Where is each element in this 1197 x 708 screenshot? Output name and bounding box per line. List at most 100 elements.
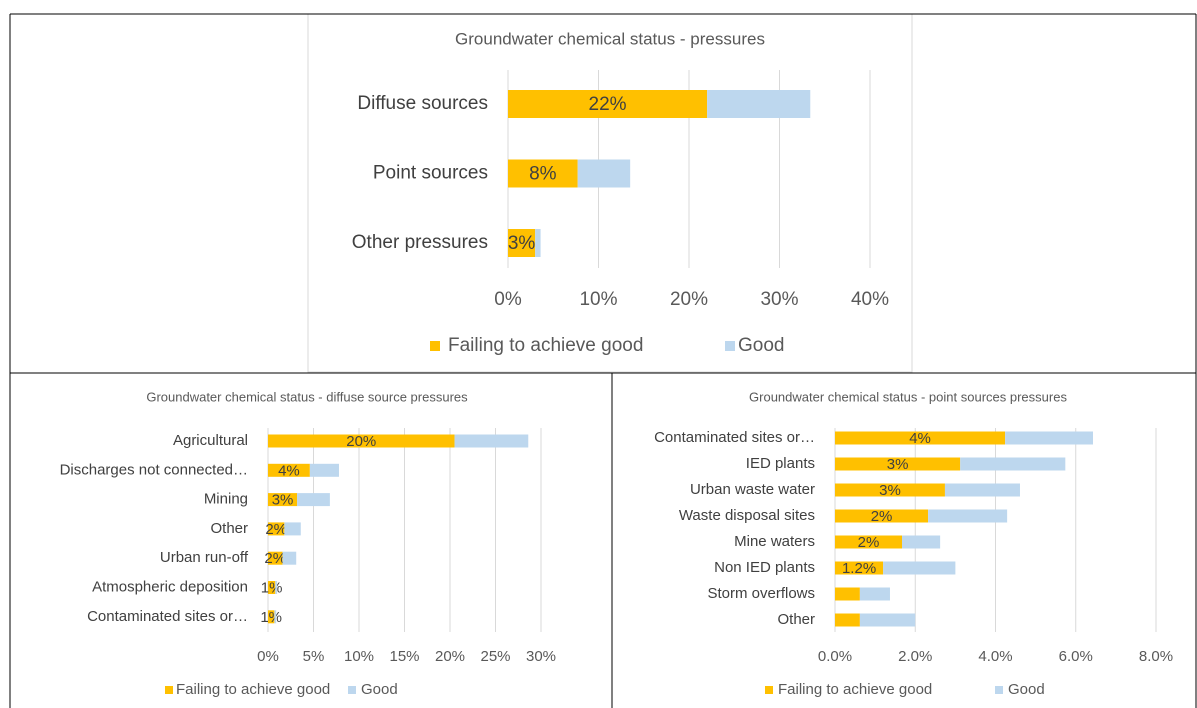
bar-segment <box>577 159 631 188</box>
x-tick-label: 40% <box>851 289 889 310</box>
bar-segment <box>859 613 916 627</box>
bar-segment <box>707 90 811 118</box>
data-label: 2% <box>871 508 893 525</box>
bar-segment <box>297 493 330 507</box>
y-tick-label: Non IED plants <box>714 559 815 576</box>
y-tick-label: Other <box>777 611 815 628</box>
bar-segment <box>274 610 277 624</box>
legend-swatch <box>995 686 1003 694</box>
bar-segment <box>268 463 310 477</box>
bar-segment <box>859 587 890 601</box>
bar-segment <box>944 483 1020 497</box>
x-tick-label: 8.0% <box>1139 648 1173 665</box>
bar-segment <box>535 229 541 257</box>
chart-title: Groundwater chemical status - diffuse so… <box>146 389 468 404</box>
bar-segment <box>928 509 1008 523</box>
chart-title: Groundwater chemical status - point sour… <box>749 389 1067 404</box>
x-tick-label: 0% <box>494 289 522 310</box>
x-tick-label: 0% <box>257 648 279 665</box>
x-tick-label: 10% <box>344 648 374 665</box>
legend-swatch <box>725 341 735 351</box>
bar-segment <box>275 581 278 594</box>
bar-segment <box>309 463 339 477</box>
bar-segment <box>268 493 298 507</box>
y-tick-label: IED plants <box>746 455 815 472</box>
y-tick-label: Point sources <box>373 163 488 184</box>
y-tick-label: Storm overflows <box>707 585 815 602</box>
legend-swatch <box>430 341 440 351</box>
x-tick-label: 10% <box>579 289 617 310</box>
bar-segment <box>508 229 536 257</box>
x-tick-label: 20% <box>670 289 708 310</box>
data-label: 2% <box>264 550 286 567</box>
data-label: 1% <box>261 579 283 596</box>
y-tick-label: Atmospheric deposition <box>92 578 248 595</box>
x-tick-label: 2.0% <box>898 648 932 665</box>
data-label: 8% <box>529 164 557 185</box>
legend-swatch <box>165 686 173 694</box>
data-label: 1.2% <box>842 560 876 577</box>
y-tick-label: Agricultural <box>173 432 248 449</box>
data-label: 3% <box>887 456 909 473</box>
y-tick-label: Diffuse sources <box>357 93 488 114</box>
y-tick-label: Contaminated sites or… <box>654 429 815 446</box>
bar-segment <box>835 587 860 601</box>
data-label: 4% <box>278 462 300 479</box>
data-label: 1% <box>260 609 282 626</box>
bar-segment <box>835 613 860 627</box>
y-tick-label: Waste disposal sites <box>679 507 815 524</box>
bar-segment <box>454 434 529 448</box>
x-tick-label: 25% <box>480 648 510 665</box>
x-tick-label: 4.0% <box>978 648 1012 665</box>
data-label: 22% <box>589 94 627 115</box>
x-tick-label: 6.0% <box>1059 648 1093 665</box>
data-label: 2% <box>858 534 880 551</box>
bar-segment <box>282 551 297 565</box>
bar-segment <box>268 610 275 624</box>
legend-label: Good <box>738 335 784 356</box>
bar-segment <box>1005 431 1094 445</box>
y-tick-label: Other <box>210 520 248 537</box>
data-label: 2% <box>265 521 287 538</box>
x-tick-label: 30% <box>526 648 556 665</box>
bar-segment <box>284 522 301 536</box>
bar-segment <box>835 535 903 549</box>
bar-segment <box>268 522 285 536</box>
bar-segment <box>835 509 929 523</box>
bar-segment <box>835 431 1006 445</box>
chart-title: Groundwater chemical status - pressures <box>455 29 765 48</box>
bar-segment <box>508 159 578 188</box>
x-tick-label: 20% <box>435 648 465 665</box>
data-label: 3% <box>508 233 536 254</box>
bar-segment <box>883 561 956 575</box>
legend-label: Failing to achieve good <box>778 681 932 698</box>
legend-swatch <box>348 686 356 694</box>
legend-label: Failing to achieve good <box>176 681 330 698</box>
bar-segment <box>508 90 708 118</box>
bar-segment <box>268 581 276 594</box>
bar-segment <box>835 483 945 497</box>
x-tick-label: 0.0% <box>818 648 852 665</box>
x-tick-label: 15% <box>389 648 419 665</box>
legend-label: Failing to achieve good <box>448 335 643 356</box>
data-label: 3% <box>879 482 901 499</box>
y-tick-label: Mine waters <box>734 533 815 550</box>
data-label: 4% <box>909 430 931 447</box>
legend-swatch <box>765 686 773 694</box>
legend-label: Good <box>361 681 398 698</box>
data-label: 3% <box>272 492 294 509</box>
x-tick-label: 5% <box>303 648 325 665</box>
y-tick-label: Urban waste water <box>690 481 815 498</box>
bar-segment <box>835 457 961 471</box>
bar-segment <box>902 535 941 549</box>
bar-segment <box>268 434 455 448</box>
y-tick-label: Contaminated sites or… <box>87 608 248 625</box>
data-label: 20% <box>346 433 376 450</box>
chart-frame <box>307 13 913 373</box>
legend-label: Good <box>1008 681 1045 698</box>
y-tick-label: Urban run-off <box>160 549 249 566</box>
y-tick-label: Other pressures <box>352 232 488 253</box>
y-tick-label: Discharges not connected… <box>60 461 248 478</box>
x-tick-label: 30% <box>760 289 798 310</box>
